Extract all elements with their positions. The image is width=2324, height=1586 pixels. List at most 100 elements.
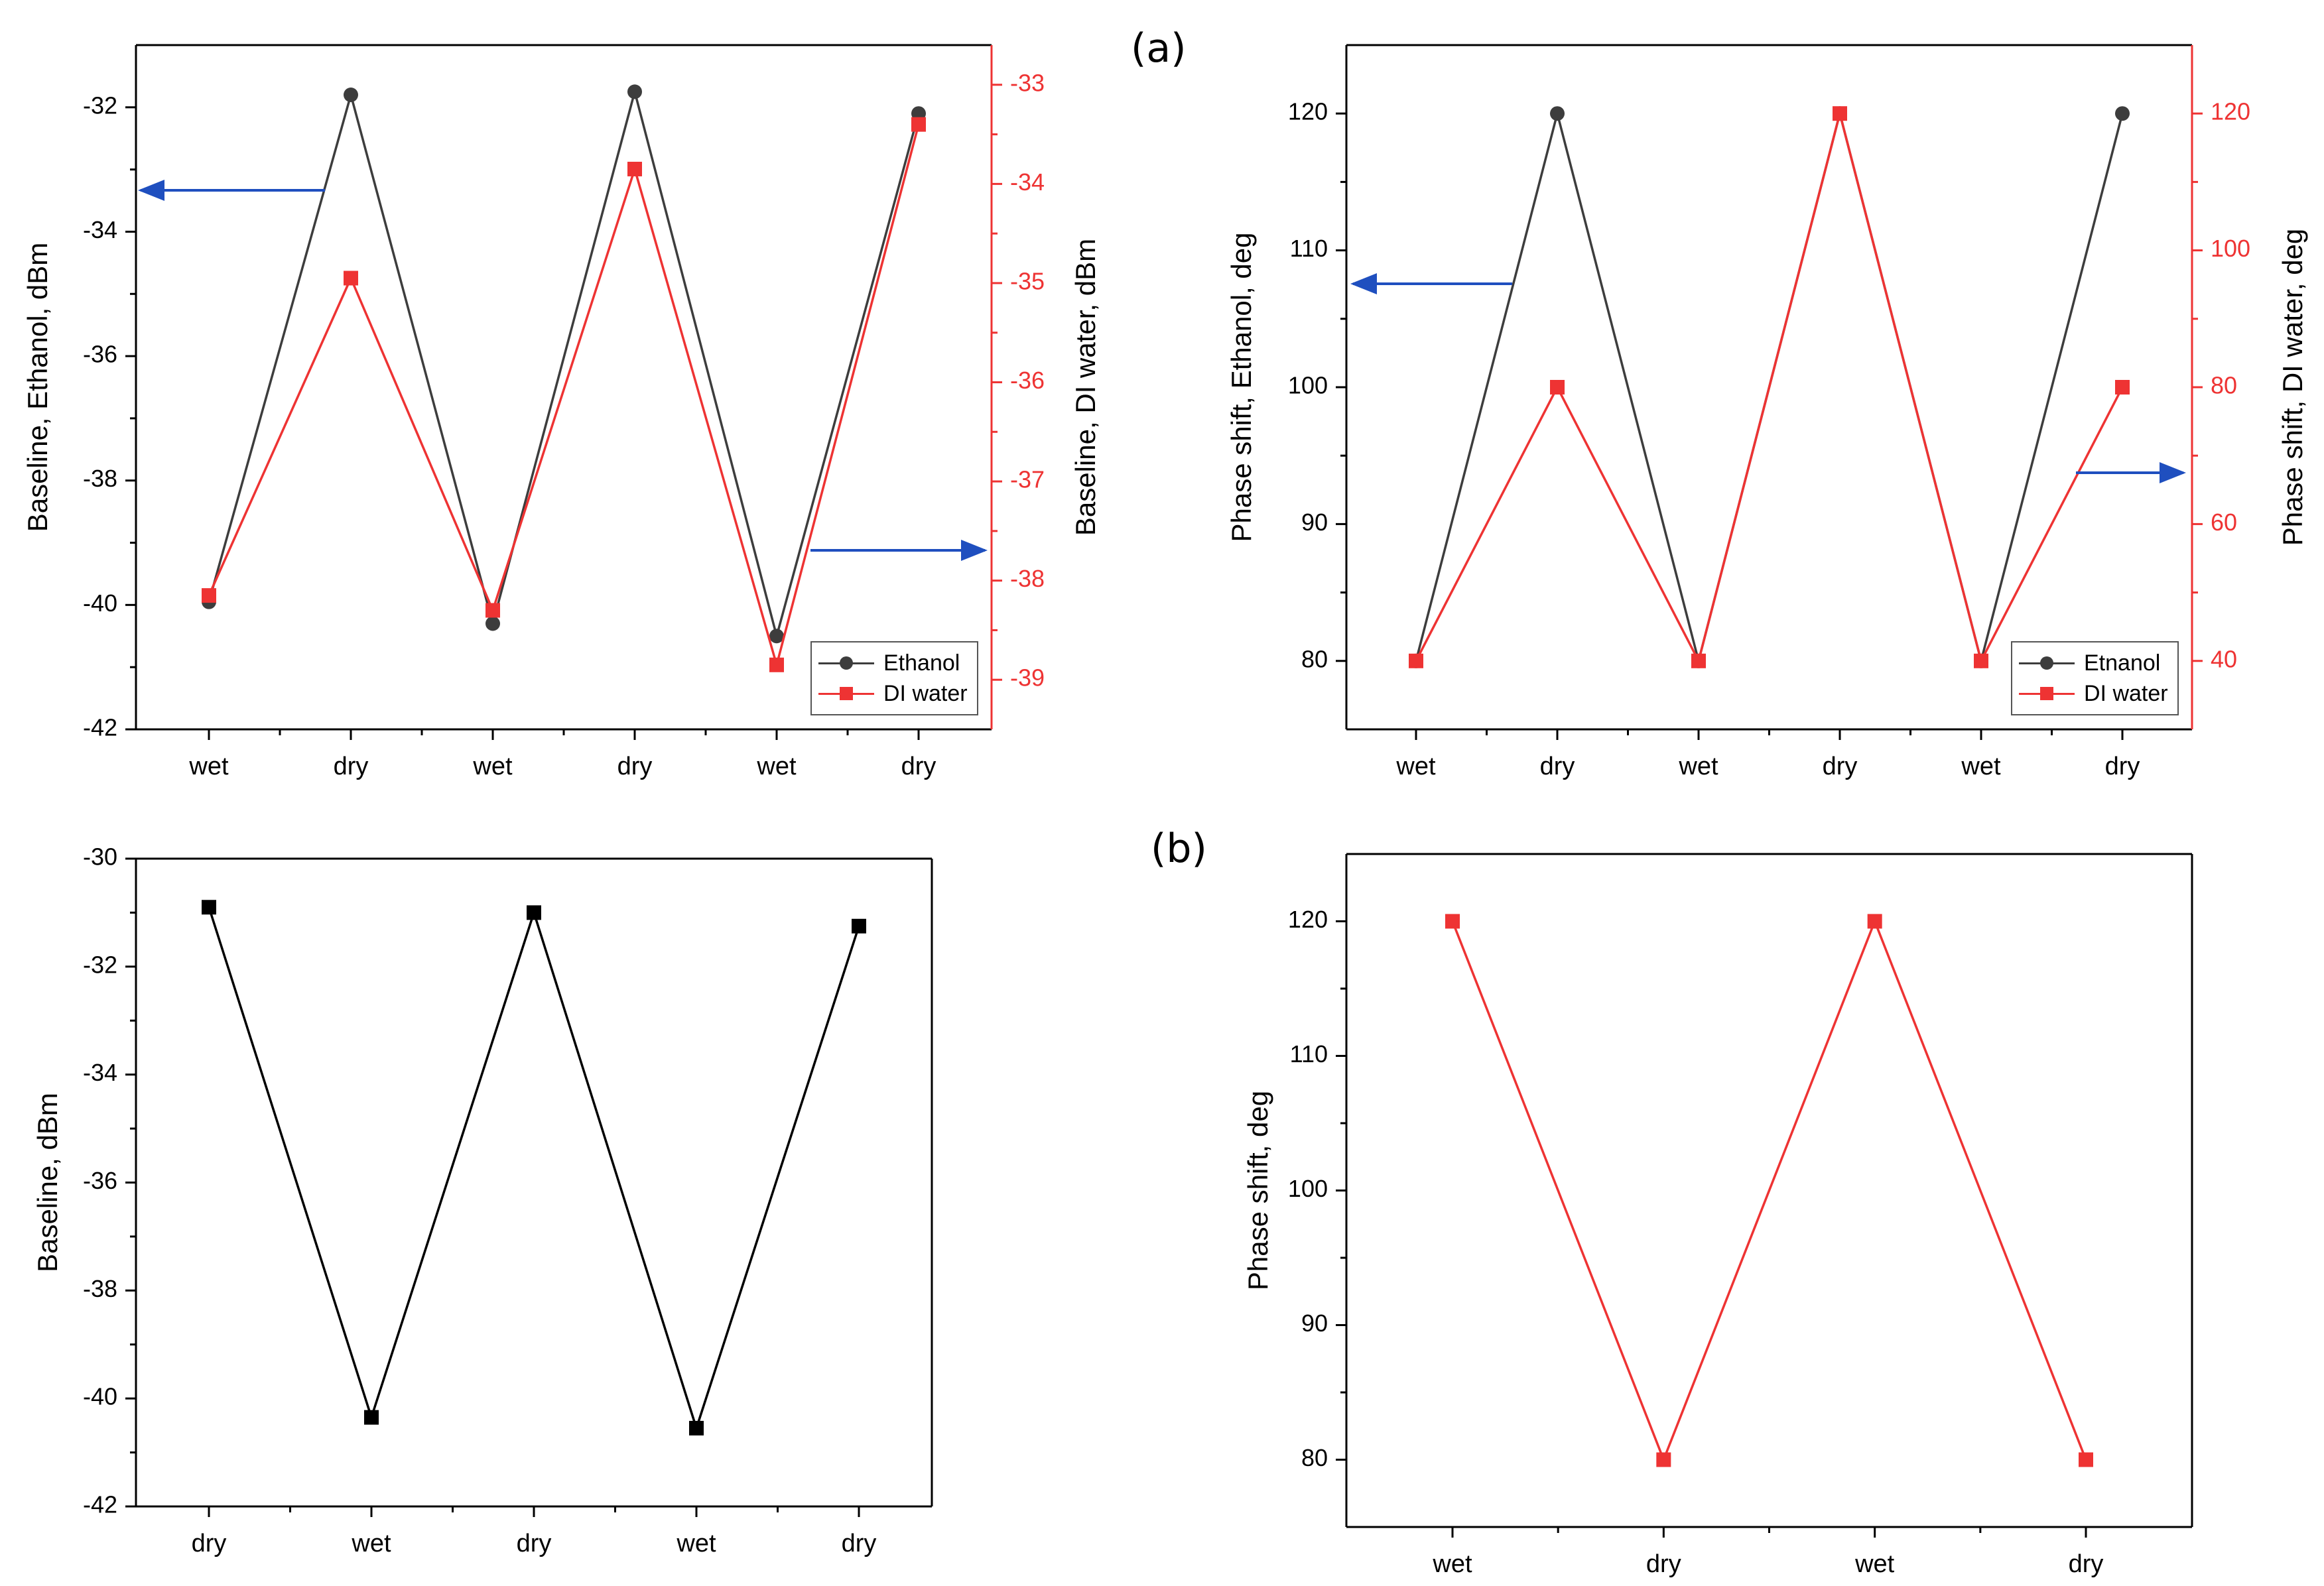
y-right-tick-label-top-left-4: -35 <box>1010 267 1045 294</box>
y-tick-label-top-right-4: 120 <box>1288 98 1328 125</box>
point-top-right-di-water-0 <box>1409 653 1423 668</box>
y-axis-label-top-left: Baseline, Ethanol, dBm <box>22 243 53 532</box>
legend-item-ethanol: Ethanol <box>818 648 968 678</box>
y-tick-label-top-left-5: -32 <box>83 91 117 119</box>
y-axis-label-bottom-left: Baseline, dBm <box>32 1093 63 1272</box>
x-tick-label-top-left-2: wet <box>472 753 513 780</box>
point-top-left-ethanol-3 <box>627 84 642 99</box>
point-top-left-di-water-5 <box>911 117 926 132</box>
y-right-tick-label-top-right-1: 60 <box>2211 509 2237 536</box>
x-tick-label-top-left-5: dry <box>901 753 936 780</box>
x-tick-label-bottom-right-0: wet <box>1432 1550 1472 1578</box>
y-right-tick-label-top-left-2: -37 <box>1010 466 1045 493</box>
y-right-tick-label-top-right-2: 80 <box>2211 372 2237 399</box>
legend-item-etnanol: Etnanol <box>2019 648 2168 678</box>
point-bottom-right-phase-shift-1 <box>1656 1452 1671 1467</box>
y-tick-label-bottom-right-0: 80 <box>1301 1444 1328 1471</box>
y-axis-label-top-right: Phase shift, Ethanol, deg <box>1226 233 1257 542</box>
point-bottom-left-baseline-0 <box>202 900 216 915</box>
legend-key-etnanol <box>2019 653 2075 673</box>
x-tick-label-bottom-right-1: dry <box>1646 1550 1681 1578</box>
x-tick-label-bottom-right-3: dry <box>2069 1550 2104 1578</box>
x-tick-label-top-left-0: wet <box>188 753 229 780</box>
series-line-top-left-di-water <box>208 124 920 670</box>
y-right-tick-label-top-right-0: 40 <box>2211 645 2237 672</box>
y-axis-label-bottom-right: Phase shift, deg <box>1242 1091 1273 1290</box>
y-right-tick-label-top-left-0: -39 <box>1010 664 1045 692</box>
series-line-top-right-di-water <box>1415 113 2124 664</box>
chart-top-right <box>1336 44 2203 740</box>
legend-label-ethanol: Ethanol <box>883 650 960 676</box>
y-tick-label-bottom-left-0: -42 <box>83 1491 117 1518</box>
panel-label-b: (b) <box>1151 825 1207 872</box>
x-tick-label-bottom-left-4: dry <box>842 1530 877 1557</box>
chart-bottom-right <box>1336 853 2193 1538</box>
y-tick-label-top-left-1: -40 <box>83 589 117 617</box>
point-bottom-right-phase-shift-2 <box>1867 914 1882 929</box>
point-bottom-left-baseline-4 <box>852 918 866 934</box>
x-tick-label-bottom-left-2: dry <box>517 1530 552 1557</box>
x-tick-label-top-left-4: wet <box>756 753 797 780</box>
series-line-bottom-right-phase-shift <box>1451 918 2087 1463</box>
x-tick-label-bottom-left-0: dry <box>192 1530 227 1557</box>
x-tick-label-bottom-left-1: wet <box>351 1530 391 1557</box>
point-top-right-etnanol-1 <box>1550 106 1565 121</box>
legend-item-di-water-2: DI water <box>2019 678 2168 709</box>
point-top-right-di-water-3 <box>1833 106 1847 121</box>
y-right-tick-label-top-left-3: -36 <box>1010 367 1045 394</box>
x-tick-label-top-right-4: wet <box>1961 753 2001 780</box>
x-tick-label-top-right-2: wet <box>1678 753 1718 780</box>
y-tick-label-bottom-left-3: -36 <box>83 1167 117 1194</box>
legend-top-right: Etnanol DI water <box>2011 641 2179 715</box>
chart-bottom-left <box>125 857 933 1517</box>
y-tick-label-bottom-left-6: -30 <box>83 843 117 871</box>
legend-key-di-water-2 <box>2019 684 2075 703</box>
point-top-right-di-water-1 <box>1550 380 1565 395</box>
x-tick-label-top-right-1: dry <box>1540 753 1575 780</box>
point-bottom-left-baseline-2 <box>527 905 541 920</box>
y-tick-label-top-right-2: 100 <box>1288 372 1328 399</box>
chart-top-left <box>125 44 1002 740</box>
y-right-axis-label-top-right: Phase shift, DI water, deg <box>2277 229 2308 546</box>
y-tick-label-top-right-3: 110 <box>1290 235 1328 262</box>
point-bottom-left-baseline-3 <box>689 1420 704 1435</box>
y-tick-label-bottom-left-5: -32 <box>83 951 117 978</box>
y-tick-label-bottom-left-1: -40 <box>83 1383 117 1410</box>
point-bottom-right-phase-shift-0 <box>1445 914 1460 929</box>
legend-label-di-water: DI water <box>883 680 968 706</box>
x-tick-label-top-left-1: dry <box>334 753 369 780</box>
series-line-bottom-left-baseline <box>208 906 860 1432</box>
y-tick-label-top-left-2: -38 <box>83 465 117 492</box>
point-bottom-left-baseline-1 <box>364 1410 379 1425</box>
y-tick-label-top-left-0: -42 <box>83 714 117 741</box>
y-right-tick-label-top-left-6: -33 <box>1010 69 1045 96</box>
point-top-left-di-water-1 <box>344 271 358 286</box>
y-right-axis-label-top-left: Baseline, DI water, dBm <box>1070 239 1101 536</box>
y-tick-label-bottom-left-2: -38 <box>83 1275 117 1302</box>
point-top-right-di-water-2 <box>1691 653 1706 668</box>
x-tick-label-top-right-0: wet <box>1395 753 1436 780</box>
legend-label-di-water-2: DI water <box>2084 680 2168 706</box>
point-top-right-di-water-4 <box>1974 653 1988 668</box>
x-tick-label-top-right-3: dry <box>1823 753 1858 780</box>
legend-top-left: Ethanol DI water <box>810 641 978 715</box>
x-tick-label-top-right-5: dry <box>2105 753 2140 780</box>
point-top-left-ethanol-2 <box>485 616 500 631</box>
y-right-tick-label-top-right-4: 120 <box>2211 98 2250 125</box>
point-top-right-etnanol-5 <box>2115 106 2130 121</box>
legend-key-ethanol <box>818 653 874 673</box>
y-tick-label-bottom-right-1: 90 <box>1301 1310 1328 1337</box>
point-top-left-di-water-2 <box>485 603 500 618</box>
y-right-tick-label-top-right-3: 100 <box>2211 235 2250 262</box>
y-tick-label-top-left-4: -34 <box>83 216 117 243</box>
point-top-left-di-water-0 <box>202 588 216 603</box>
y-right-tick-label-top-left-5: -34 <box>1010 168 1045 196</box>
y-tick-label-top-left-3: -36 <box>83 341 117 368</box>
point-top-left-di-water-4 <box>769 657 784 672</box>
legend-key-di-water <box>818 684 874 703</box>
point-top-right-di-water-5 <box>2115 380 2130 395</box>
panel-label-a: (a) <box>1131 25 1187 72</box>
y-tick-label-bottom-left-4: -34 <box>83 1059 117 1086</box>
point-top-left-di-water-3 <box>627 161 642 176</box>
